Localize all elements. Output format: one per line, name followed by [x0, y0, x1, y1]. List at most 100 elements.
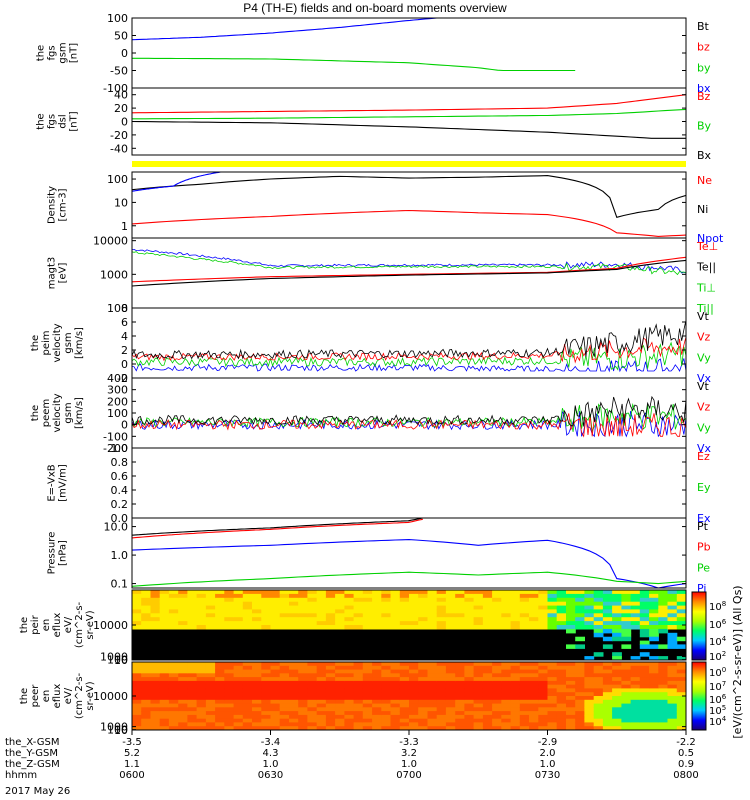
spectrogram-cell — [464, 609, 475, 614]
spectrogram-cell — [593, 680, 604, 686]
spectrogram-cell — [602, 696, 613, 701]
spectrogram-cell — [252, 601, 262, 607]
spectrogram-cell — [390, 613, 401, 618]
ylabel-line: [nT] — [69, 43, 80, 63]
spectrogram-cell — [159, 593, 170, 599]
spectrogram-cell — [510, 625, 521, 630]
spectrogram-cell — [547, 613, 558, 618]
spectrogram-cell — [141, 662, 151, 667]
spectrogram-cell — [649, 677, 659, 682]
spectrogram-cell — [298, 707, 308, 712]
spectrogram-cell — [159, 613, 170, 618]
spectrogram-cell — [233, 688, 244, 693]
spectrogram-cell — [224, 718, 235, 724]
legend-entry-Ti||: Ti|| — [696, 302, 714, 315]
spectrogram-cell — [159, 692, 170, 697]
spectrogram-cell — [399, 625, 410, 630]
spectrogram-cell — [150, 625, 161, 630]
spectrogram-cell — [621, 662, 632, 667]
legend-entry-Ez: Ez — [697, 450, 710, 463]
spectrogram-cell — [427, 673, 438, 678]
spectrogram-cell — [593, 692, 604, 697]
spectrogram-cell — [510, 677, 521, 682]
spectrogram-cell — [141, 593, 151, 599]
ytick-label: 50 — [114, 30, 128, 43]
spectrogram-cell — [602, 644, 613, 649]
spectrogram-cell — [612, 656, 622, 660]
spectrogram-cell — [639, 652, 650, 657]
ylabel-line: (cm^2-s- — [74, 601, 85, 648]
spectrogram-cell — [566, 707, 576, 712]
spectrogram-cell — [224, 597, 235, 603]
spectrogram-cell — [409, 703, 419, 708]
spectrogram-cell — [584, 673, 595, 678]
spectrogram-cell — [621, 677, 632, 682]
spectrogram-cell — [187, 711, 198, 716]
spectrogram-cell — [353, 665, 364, 671]
spectrogram-cell — [316, 680, 327, 686]
spectrogram-cell — [409, 696, 419, 701]
spectrogram-cell — [289, 621, 299, 626]
spectrogram-cell — [261, 673, 272, 678]
spectrogram-cell — [187, 665, 198, 671]
spectrogram-cell — [344, 617, 355, 622]
spectrogram-cell — [649, 609, 659, 614]
spectrogram-cell — [649, 605, 659, 611]
spectrogram-cell — [436, 590, 447, 595]
spectrogram-cell — [316, 605, 327, 611]
spectrogram-cell — [547, 673, 558, 678]
spectrogram-cell — [676, 673, 686, 678]
spectrogram-cell — [279, 711, 290, 716]
spectrogram-cell — [473, 593, 484, 599]
spectrogram-cell — [409, 688, 419, 693]
ylabel-line: the — [19, 617, 30, 633]
spectrogram-cell — [418, 609, 428, 614]
spectrogram-cell — [362, 597, 373, 603]
ylabel-line: the — [30, 335, 41, 351]
spectrogram-cell — [575, 597, 585, 603]
spectrogram-cell — [279, 677, 290, 682]
spectrogram-cell — [482, 718, 493, 724]
spectrogram-cell — [372, 613, 382, 618]
spectrogram-cell — [612, 665, 622, 671]
spectrogram-cell — [649, 597, 659, 603]
spectrogram-cell — [307, 665, 318, 671]
ytick-label: 100 — [107, 407, 128, 420]
spectrogram-cell — [667, 711, 678, 716]
spectrogram-cell — [501, 714, 512, 720]
ylabel-line: [mV/m] — [58, 464, 69, 502]
ylabel-line: peim — [41, 330, 52, 355]
spectrogram-cell — [289, 617, 299, 622]
legend-entry-By: By — [697, 120, 712, 133]
spectrogram-cell — [575, 662, 585, 667]
ylabel-line: [nPa] — [58, 540, 69, 566]
spectrogram-cell — [445, 680, 456, 686]
spectrogram-cell — [215, 665, 225, 671]
spectrogram-cell — [529, 625, 539, 630]
spectrogram-cell — [372, 726, 382, 730]
spectrogram-cell — [501, 590, 512, 595]
spectrogram-cell — [150, 677, 161, 682]
spectrogram-cell — [436, 625, 447, 630]
spectrogram-cell — [270, 662, 281, 667]
axis-row-value: -3.4 — [261, 737, 281, 748]
spectrogram-cell — [362, 711, 373, 716]
spectrogram-cell — [445, 699, 456, 705]
spectrogram-cell — [289, 714, 299, 720]
legend-entry-Bx: Bx — [697, 149, 712, 162]
spectrogram-cell — [602, 605, 613, 611]
spectrogram-cell — [676, 656, 686, 660]
series-line-Vy — [132, 341, 686, 371]
spectrogram-cell — [556, 673, 567, 678]
spectrogram-cell — [602, 609, 613, 614]
spectrogram-cell — [270, 665, 281, 671]
spectrogram-cell — [344, 688, 355, 693]
spectrogram-cell — [566, 692, 576, 697]
spectrogram-cell — [409, 680, 419, 686]
spectrogram-cell — [492, 609, 502, 614]
spectrogram-cell — [132, 703, 142, 708]
spectrogram-cell — [547, 590, 558, 595]
spectrogram-cell — [390, 680, 401, 686]
spectrogram-cell — [353, 722, 364, 727]
